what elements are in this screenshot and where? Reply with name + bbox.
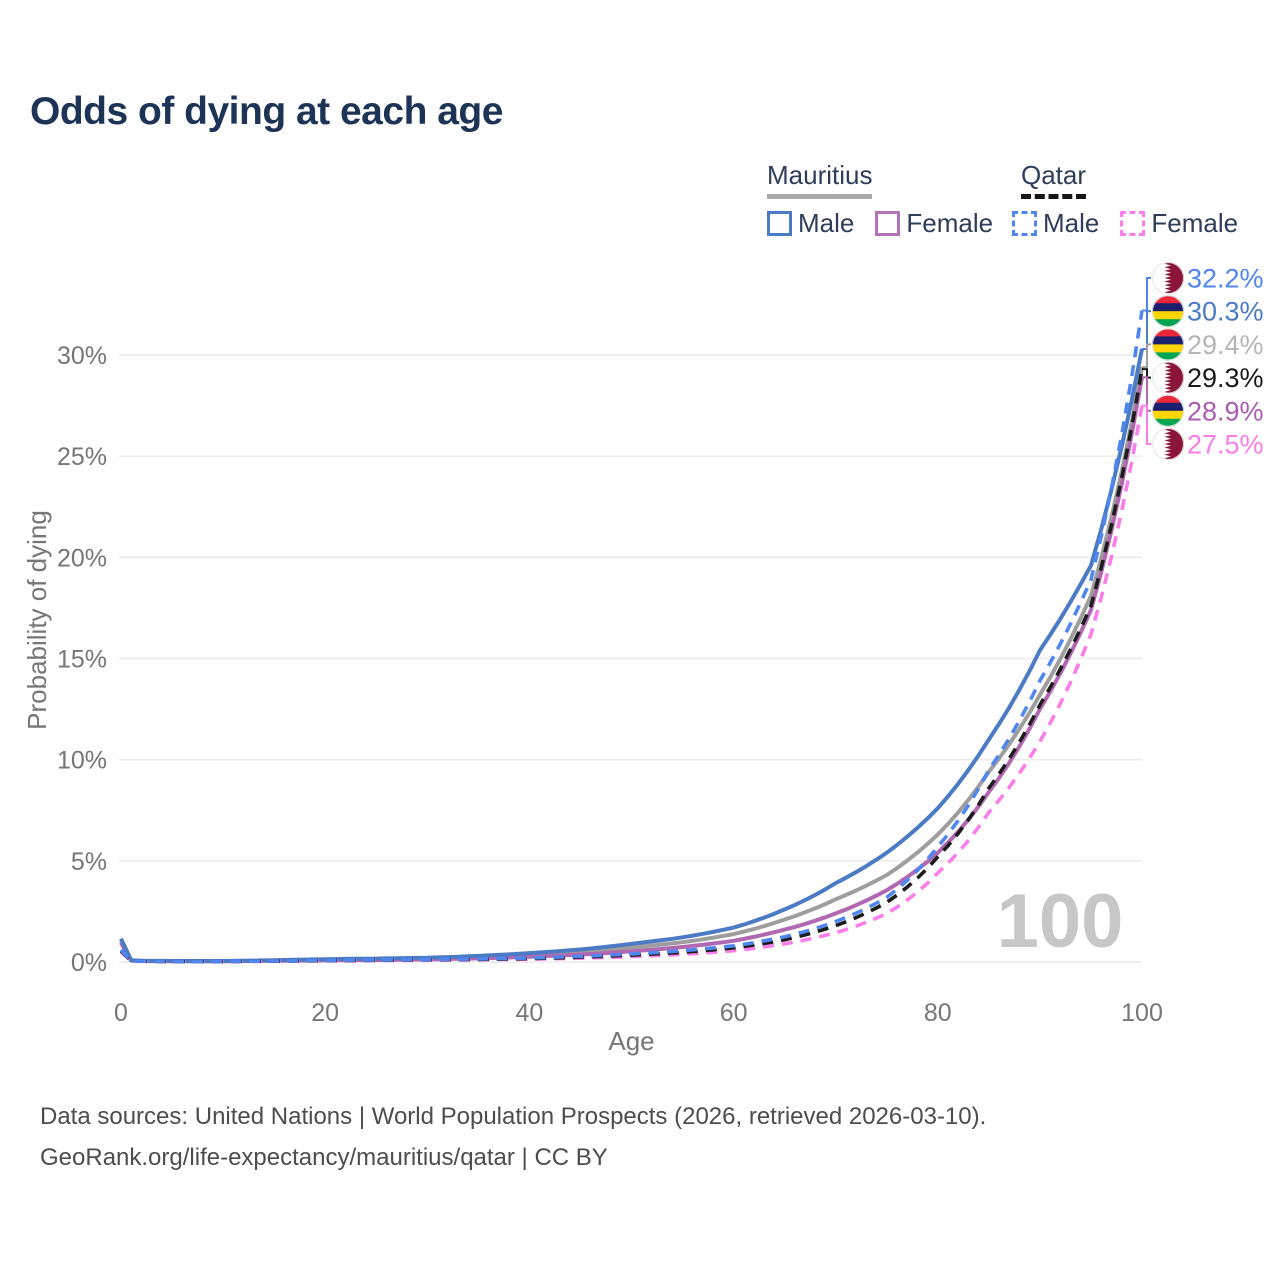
qatar-flag-icon: [1152, 361, 1184, 394]
legend-group-title-mauritius: Mauritius: [767, 160, 873, 199]
legend-label-qatar-male[interactable]: Male: [1043, 208, 1100, 238]
x-tick-label: 80: [924, 999, 952, 1027]
series-line-mauritius-male: [119, 348, 1144, 963]
legend-label-mauritius-male[interactable]: Male: [798, 208, 855, 238]
y-tick-label: 10%: [57, 747, 107, 775]
legend-label-mauritius-female[interactable]: Female: [906, 208, 994, 238]
age-watermark: 100: [997, 879, 1124, 964]
end-label-connector: [1142, 310, 1151, 350]
qatar-flag-icon: [1152, 262, 1184, 294]
legend: Mauritius Male Female Qatar Male Female: [0, 160, 1280, 240]
legend-group-title-qatar: Qatar: [1021, 160, 1087, 199]
x-tick-label: 60: [720, 999, 748, 1027]
x-tick-label: 40: [515, 999, 543, 1027]
footer-attribution: GeoRank.org/life-expectancy/mauritius/qa…: [40, 1144, 608, 1171]
end-label-connector: [1142, 368, 1151, 379]
end-label-qatar-both-sexes: 29.3%: [1187, 363, 1264, 393]
series-line-mauritius-female: [119, 376, 1144, 964]
y-axis-title: Probability of dying: [22, 510, 52, 730]
legend-group-mauritius: Mauritius Male Female: [767, 160, 993, 239]
end-label-connector: [1142, 277, 1151, 312]
y-tick-label: 15%: [57, 646, 107, 674]
y-tick-label: 25%: [57, 443, 107, 471]
mauritius-flag-icon: [1152, 295, 1184, 328]
y-tick-label: 0%: [71, 949, 107, 977]
series-line-qatar-male: [119, 310, 1144, 964]
end-label-qatar-male: 32.2%: [1187, 264, 1264, 294]
series-line-qatar-female: [119, 405, 1144, 964]
page-title: Odds of dying at each age: [30, 90, 503, 133]
mauritius-flag-icon: [1152, 394, 1184, 427]
x-axis-title: Age: [608, 1026, 654, 1056]
mauritius-flag-icon: [1152, 328, 1184, 361]
legend-group-qatar: Qatar Male Female: [1012, 160, 1238, 239]
x-tick-label: 20: [311, 999, 339, 1027]
y-tick-label: 30%: [57, 342, 107, 370]
y-tick-label: 5%: [71, 848, 107, 876]
footer-sources: Data sources: United Nations | World Pop…: [40, 1103, 987, 1130]
legend-swatch-qatar-female[interactable]: [1120, 211, 1146, 236]
y-tick-label: 20%: [57, 544, 107, 572]
legend-swatch-qatar-male[interactable]: [1012, 211, 1037, 236]
qatar-flag-icon: [1152, 428, 1184, 460]
end-label-connector: [1142, 404, 1151, 445]
chart-footer: Data sources: United Nations | World Pop…: [40, 1096, 986, 1178]
end-label-mauritius-female: 28.9%: [1187, 396, 1264, 426]
series-line-qatar-both-sexes: [119, 368, 1144, 964]
end-label-connector: [1142, 376, 1151, 412]
end-label-mauritius-male: 30.3%: [1187, 297, 1264, 327]
legend-swatch-mauritius-female[interactable]: [875, 211, 901, 236]
x-tick-label: 100: [1121, 999, 1163, 1027]
end-label-mauritius-both-sexes: 29.4%: [1187, 330, 1264, 360]
end-label-connector: [1142, 343, 1151, 369]
end-label-qatar-female: 27.5%: [1187, 430, 1264, 460]
x-tick-label: 0: [114, 999, 128, 1027]
legend-swatch-mauritius-male[interactable]: [767, 211, 792, 236]
legend-label-qatar-female[interactable]: Female: [1151, 208, 1239, 238]
